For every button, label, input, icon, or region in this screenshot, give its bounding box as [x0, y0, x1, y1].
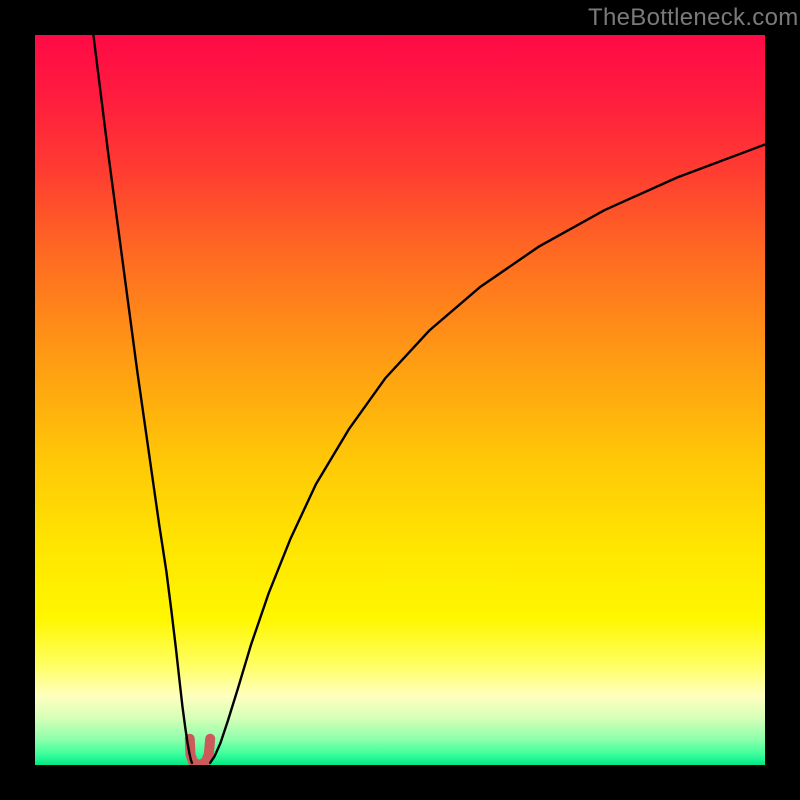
bottleneck-chart [35, 35, 765, 765]
chart-background [35, 35, 765, 765]
chart-container: TheBottleneck.com [0, 0, 800, 800]
watermark-text: TheBottleneck.com [588, 4, 799, 32]
